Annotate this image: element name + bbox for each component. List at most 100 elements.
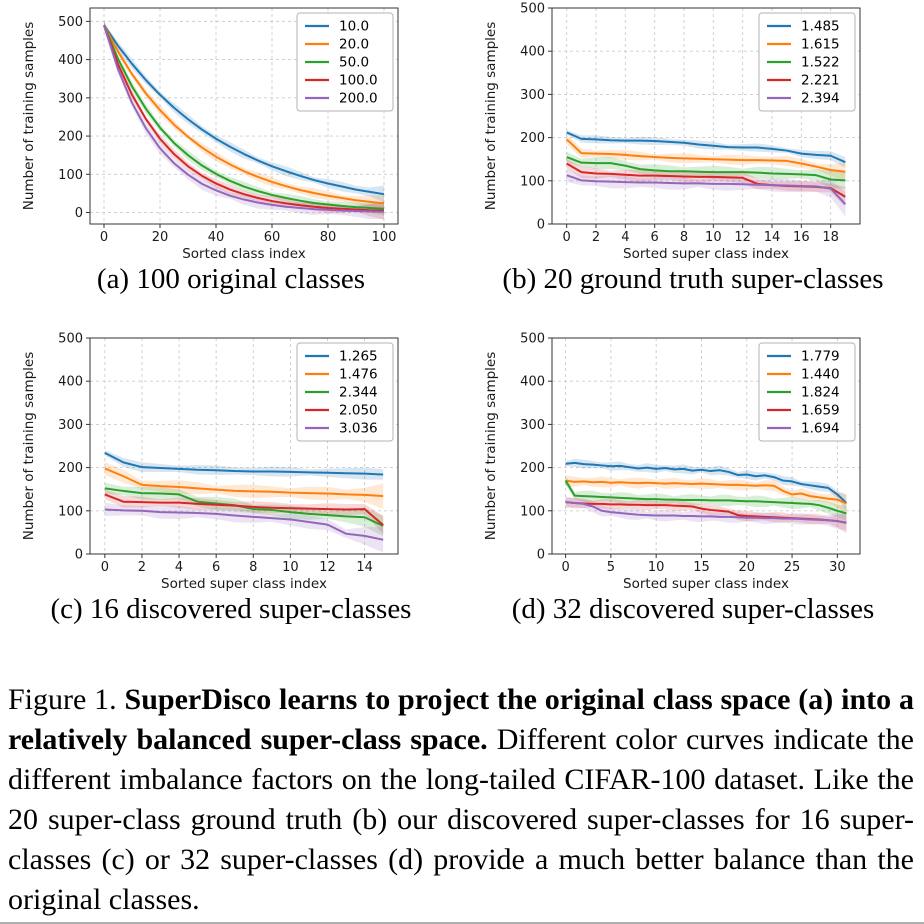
svg-text:300: 300 bbox=[58, 91, 83, 106]
svg-text:1.265: 1.265 bbox=[339, 349, 378, 365]
svg-text:Sorted super class index: Sorted super class index bbox=[623, 576, 789, 592]
svg-text:400: 400 bbox=[58, 375, 83, 390]
svg-text:400: 400 bbox=[58, 53, 83, 68]
svg-text:Number of training samples: Number of training samples bbox=[21, 22, 37, 211]
panel-b: 0 2 4 6 8 10 12 14 16 18 0 100 200 300 400 500 Sorted su… bbox=[462, 0, 924, 300]
svg-text:Number of training samples: Number of training samples bbox=[483, 352, 499, 541]
svg-text:500: 500 bbox=[58, 332, 83, 347]
svg-text:1.440: 1.440 bbox=[801, 367, 840, 383]
caption-body-text: Different color curves indicate the diff… bbox=[8, 723, 914, 916]
svg-text:400: 400 bbox=[520, 45, 545, 60]
svg-text:2.394: 2.394 bbox=[801, 91, 840, 107]
svg-text:1.615: 1.615 bbox=[801, 37, 840, 53]
svg-text:20: 20 bbox=[738, 560, 755, 575]
subcaption-b: (b) 20 ground truth super-classes bbox=[502, 263, 884, 295]
svg-text:80: 80 bbox=[320, 230, 337, 245]
svg-text:10: 10 bbox=[705, 230, 722, 245]
svg-text:100: 100 bbox=[520, 174, 545, 189]
svg-text:500: 500 bbox=[520, 2, 545, 17]
svg-text:50.0: 50.0 bbox=[339, 55, 369, 71]
svg-text:0: 0 bbox=[100, 230, 108, 245]
svg-text:18: 18 bbox=[822, 230, 839, 245]
chart-c: 0 2 4 6 8 10 12 14 0 100 200 300 400 500 Sorted super … bbox=[21, 332, 399, 592]
svg-text:1.476: 1.476 bbox=[339, 367, 378, 383]
subcaption-c: (c) 16 discovered super-classes bbox=[50, 593, 412, 625]
panel-c: 0 2 4 6 8 10 12 14 0 100 200 300 400 500 Sorted super … bbox=[0, 330, 462, 640]
svg-text:1.522: 1.522 bbox=[801, 55, 840, 71]
svg-text:1.694: 1.694 bbox=[801, 421, 840, 437]
svg-text:1.485: 1.485 bbox=[801, 19, 840, 35]
caption-bold-text: SuperDisco learns to project the origina… bbox=[8, 683, 914, 756]
svg-text:300: 300 bbox=[58, 418, 83, 433]
svg-text:14: 14 bbox=[764, 230, 781, 245]
svg-text:12: 12 bbox=[319, 560, 336, 575]
svg-text:500: 500 bbox=[520, 332, 545, 347]
chart-a: 0 20 40 60 80 100 0 100 200 300 400 500 Sorted class… bbox=[21, 7, 399, 262]
svg-text:100: 100 bbox=[58, 504, 83, 519]
svg-text:30: 30 bbox=[829, 560, 846, 575]
svg-text:1.659: 1.659 bbox=[801, 403, 840, 419]
svg-text:4: 4 bbox=[621, 230, 629, 245]
svg-text:20.0: 20.0 bbox=[339, 37, 369, 53]
svg-text:2.344: 2.344 bbox=[339, 385, 378, 401]
svg-text:6: 6 bbox=[651, 230, 659, 245]
svg-text:0: 0 bbox=[537, 218, 545, 233]
svg-text:16: 16 bbox=[793, 230, 810, 245]
svg-text:5: 5 bbox=[607, 560, 615, 575]
svg-text:0: 0 bbox=[537, 548, 545, 563]
svg-text:Number of training samples: Number of training samples bbox=[483, 22, 499, 211]
svg-text:0: 0 bbox=[563, 230, 571, 245]
svg-text:2: 2 bbox=[138, 560, 146, 575]
svg-text:0: 0 bbox=[75, 206, 83, 221]
figure-grid: 0 20 40 60 80 100 0 100 200 300 400 500 Sorted class… bbox=[0, 0, 924, 640]
svg-text:0: 0 bbox=[75, 548, 83, 563]
svg-text:Number of training samples: Number of training samples bbox=[21, 352, 37, 541]
svg-text:0: 0 bbox=[561, 560, 569, 575]
svg-text:10: 10 bbox=[282, 560, 299, 575]
svg-text:4: 4 bbox=[175, 560, 183, 575]
svg-text:100.0: 100.0 bbox=[339, 73, 378, 89]
svg-text:15: 15 bbox=[693, 560, 710, 575]
svg-text:200.0: 200.0 bbox=[339, 91, 378, 107]
svg-text:100: 100 bbox=[520, 504, 545, 519]
subcaption-d: (d) 32 discovered super-classes bbox=[511, 593, 875, 625]
svg-text:Sorted class index: Sorted class index bbox=[182, 246, 306, 262]
svg-text:20: 20 bbox=[152, 230, 169, 245]
svg-text:8: 8 bbox=[249, 560, 257, 575]
svg-text:1.779: 1.779 bbox=[801, 349, 840, 365]
svg-text:2.221: 2.221 bbox=[801, 73, 840, 89]
svg-text:100: 100 bbox=[58, 168, 83, 183]
svg-text:Sorted super class index: Sorted super class index bbox=[623, 246, 789, 262]
svg-text:300: 300 bbox=[520, 418, 545, 433]
svg-text:12: 12 bbox=[734, 230, 751, 245]
chart-b: 0 2 4 6 8 10 12 14 16 18 0 100 200 300 400 500 Sorted su… bbox=[483, 2, 861, 262]
caption-figure-label: Figure 1. bbox=[8, 683, 125, 716]
svg-text:8: 8 bbox=[680, 230, 688, 245]
panel-d: 0 5 10 15 20 25 30 0 100 200 300 400 500 Sorted super… bbox=[462, 330, 924, 640]
svg-text:200: 200 bbox=[58, 461, 83, 476]
svg-text:0: 0 bbox=[101, 560, 109, 575]
svg-text:10: 10 bbox=[648, 560, 665, 575]
svg-text:60: 60 bbox=[264, 230, 281, 245]
svg-text:14: 14 bbox=[356, 560, 373, 575]
svg-text:3.036: 3.036 bbox=[339, 421, 378, 437]
svg-text:6: 6 bbox=[212, 560, 220, 575]
svg-text:200: 200 bbox=[58, 130, 83, 145]
svg-text:25: 25 bbox=[784, 560, 801, 575]
svg-text:1.824: 1.824 bbox=[801, 385, 840, 401]
svg-text:40: 40 bbox=[208, 230, 225, 245]
svg-text:200: 200 bbox=[520, 131, 545, 146]
svg-text:10.0: 10.0 bbox=[339, 19, 369, 35]
figure-caption: Figure 1. SuperDisco learns to project t… bbox=[8, 680, 914, 920]
svg-text:2: 2 bbox=[592, 230, 600, 245]
svg-text:300: 300 bbox=[520, 88, 545, 103]
subcaption-a: (a) 100 original classes bbox=[96, 263, 366, 295]
svg-text:Sorted super class index: Sorted super class index bbox=[161, 576, 327, 592]
svg-text:100: 100 bbox=[372, 230, 397, 245]
svg-text:200: 200 bbox=[520, 461, 545, 476]
svg-text:500: 500 bbox=[58, 15, 83, 30]
panel-a: 0 20 40 60 80 100 0 100 200 300 400 500 Sorted class… bbox=[0, 0, 462, 300]
svg-text:400: 400 bbox=[520, 375, 545, 390]
